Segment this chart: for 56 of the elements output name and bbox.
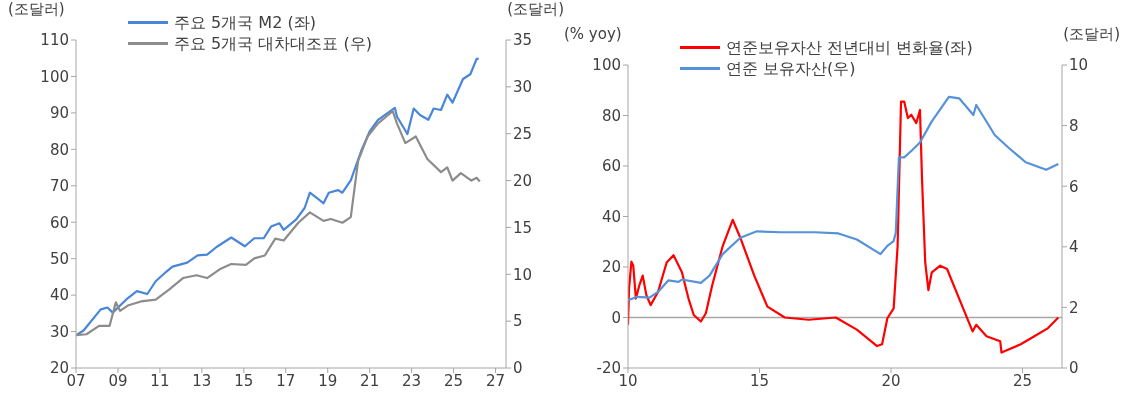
y2-axis-title: (조달러)	[507, 0, 564, 19]
y2-tick-label: 35	[513, 31, 533, 50]
y2-tick-label: 5	[513, 312, 523, 331]
x-tick-label: 19	[318, 371, 338, 390]
y2-tick-label: 0	[513, 359, 523, 378]
y-tick-label: 30	[49, 322, 69, 341]
legend-label: 주요 5개국 대차대조표 (우)	[174, 33, 372, 54]
x-tick-label: 27	[485, 371, 506, 390]
y-tick-label: 80	[601, 106, 621, 125]
x-tick-label: 20	[881, 371, 901, 390]
y-tick-label: -20	[596, 359, 621, 378]
y2-tick-label: 20	[513, 171, 533, 190]
y-tick-label: 0	[611, 308, 621, 327]
y-tick-label: 40	[601, 207, 621, 226]
y2-tick-label: 4	[1069, 238, 1079, 257]
y-tick-label: 40	[49, 286, 69, 305]
legend-label: 연준 보유자산(우)	[726, 58, 856, 79]
y2-tick-label: 8	[1069, 116, 1079, 135]
line-series	[76, 57, 480, 337]
x-tick-label: 25	[444, 371, 464, 390]
y2-axis-title: (조달러)	[1063, 25, 1120, 44]
y2-tick-label: 0	[1069, 359, 1079, 378]
y2-tick-label: 30	[513, 78, 533, 97]
y2-tick-label: 6	[1069, 177, 1079, 196]
line-series	[76, 110, 481, 337]
y-tick-label: 70	[49, 177, 69, 196]
y2-tick-label: 10	[513, 265, 533, 284]
y-tick-label: 60	[601, 157, 621, 176]
x-tick-label: 17	[276, 371, 296, 390]
x-tick-label: 11	[150, 371, 170, 390]
y2-tick-label: 25	[513, 125, 533, 144]
x-tick-label: 25	[1013, 371, 1033, 390]
legend-label: 연준보유자산 전년대비 변화율(좌)	[726, 37, 973, 58]
x-tick-label: 07	[66, 371, 86, 390]
x-tick-label: 15	[749, 371, 770, 390]
y2-tick-label: 2	[1069, 298, 1079, 317]
x-tick-label: 13	[192, 371, 212, 390]
y-tick-label: 100	[40, 67, 69, 86]
y-tick-label: 20	[601, 258, 621, 277]
x-tick-label: 23	[402, 371, 422, 390]
x-tick-label: 10	[618, 371, 638, 390]
legend-label: 주요 5개국 M2 (좌)	[174, 12, 316, 33]
y2-tick-label: 10	[1069, 56, 1089, 75]
y-tick-label: 60	[49, 213, 69, 232]
y-tick-label: 90	[49, 104, 69, 123]
y-tick-label: 50	[49, 249, 69, 268]
x-tick-label: 21	[360, 371, 380, 390]
y2-tick-label: 15	[513, 218, 533, 237]
line-series	[628, 95, 1060, 302]
y-axis-title: (% yoy)	[564, 25, 622, 43]
x-tick-label: 09	[108, 371, 128, 390]
y-tick-label: 110	[40, 31, 69, 50]
x-tick-label: 15	[234, 371, 254, 390]
y-axis-title: (조달러)	[8, 0, 65, 19]
y-tick-label: 80	[49, 140, 69, 159]
y-tick-label: 100	[592, 56, 621, 75]
